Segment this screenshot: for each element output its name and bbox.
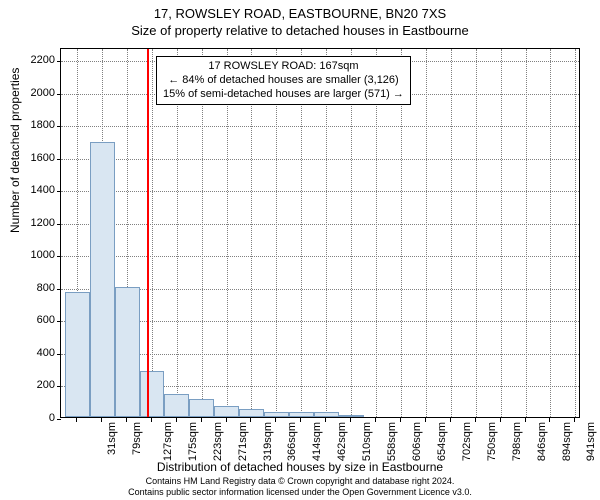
footer-line1: Contains HM Land Registry data © Crown c… [0,476,600,487]
xtick-mark [76,418,77,422]
reference-line [147,49,149,417]
xtick-label: 798sqm [511,422,523,461]
xtick-label: 127sqm [162,422,174,461]
ytick-mark [57,289,61,290]
gridline-v [451,49,452,417]
xtick-label: 175sqm [187,422,199,461]
histogram-bar [339,415,364,417]
gridline-v [501,49,502,417]
xtick-mark [250,418,251,422]
plot-wrap: 17 ROWSLEY ROAD: 167sqm← 84% of detached… [60,48,580,418]
xtick-label: 510sqm [361,422,373,461]
ytick-mark [57,256,61,257]
histogram-bar [164,394,189,417]
xtick-label: 223sqm [212,422,224,461]
title-line2: Size of property relative to detached ho… [0,23,600,38]
xtick-mark [574,418,575,422]
footer-line2: Contains public sector information licen… [0,487,600,498]
ytick-mark [57,94,61,95]
histogram-bar [140,371,165,417]
gridline-v [426,49,427,417]
histogram-bar [289,412,314,417]
ytick-mark [57,321,61,322]
ytick-label: 400 [15,347,55,359]
gridline-v [575,49,576,417]
xtick-label: 414sqm [311,422,323,461]
xtick-mark [101,418,102,422]
histogram-bar [239,409,264,417]
xtick-label: 941sqm [585,422,597,461]
xtick-mark [275,418,276,422]
xtick-mark [300,418,301,422]
xtick-mark [450,418,451,422]
xtick-label: 271sqm [237,422,249,461]
xtick-label: 79sqm [131,422,143,455]
title-line1: 17, ROWSLEY ROAD, EASTBOURNE, BN20 7XS [0,6,600,21]
xtick-mark [226,418,227,422]
ytick-label: 1200 [15,217,55,229]
xtick-label: 366sqm [286,422,298,461]
gridline-v [550,49,551,417]
histogram-bar [214,406,238,417]
xtick-mark [350,418,351,422]
xtick-mark [201,418,202,422]
histogram-bar [90,142,115,417]
xtick-mark [126,418,127,422]
ytick-label: 800 [15,282,55,294]
xtick-label: 654sqm [436,422,448,461]
xtick-label: 702sqm [461,422,473,461]
x-axis-label: Distribution of detached houses by size … [0,460,600,474]
xtick-label: 846sqm [536,422,548,461]
xtick-label: 750sqm [486,422,498,461]
ytick-label: 1600 [15,152,55,164]
xtick-label: 606sqm [411,422,423,461]
xtick-mark [549,418,550,422]
xtick-label: 31sqm [106,422,118,455]
ytick-mark [57,386,61,387]
histogram-bar [264,412,289,417]
ytick-mark [57,191,61,192]
xtick-mark [425,418,426,422]
xtick-mark [176,418,177,422]
histogram-bar [314,412,339,417]
xtick-mark [151,418,152,422]
xtick-mark [325,418,326,422]
ytick-label: 1800 [15,119,55,131]
annotation-box: 17 ROWSLEY ROAD: 167sqm← 84% of detached… [156,56,411,105]
ytick-mark [57,126,61,127]
xtick-label: 894sqm [561,422,573,461]
xtick-mark [375,418,376,422]
annotation-line: ← 84% of detached houses are smaller (3,… [163,74,404,88]
ytick-mark [57,354,61,355]
gridline-v [526,49,527,417]
gridline-v [152,49,153,417]
ytick-label: 0 [15,412,55,424]
ytick-label: 2000 [15,87,55,99]
xtick-label: 558sqm [386,422,398,461]
histogram-bar [189,399,214,417]
xtick-mark [525,418,526,422]
annotation-line: 17 ROWSLEY ROAD: 167sqm [163,60,404,74]
ytick-mark [57,419,61,420]
xtick-label: 319sqm [262,422,274,461]
footer: Contains HM Land Registry data © Crown c… [0,476,600,498]
ytick-label: 200 [15,379,55,391]
annotation-line: 15% of semi-detached houses are larger (… [163,88,404,102]
histogram-bar [115,287,140,417]
xtick-label: 462sqm [336,422,348,461]
ytick-mark [57,61,61,62]
ytick-label: 1400 [15,184,55,196]
ytick-label: 2200 [15,54,55,66]
ytick-label: 1000 [15,249,55,261]
xtick-mark [475,418,476,422]
histogram-bar [65,292,90,417]
xtick-mark [500,418,501,422]
xtick-mark [400,418,401,422]
gridline-v [476,49,477,417]
ytick-label: 600 [15,314,55,326]
ytick-mark [57,159,61,160]
ytick-mark [57,224,61,225]
